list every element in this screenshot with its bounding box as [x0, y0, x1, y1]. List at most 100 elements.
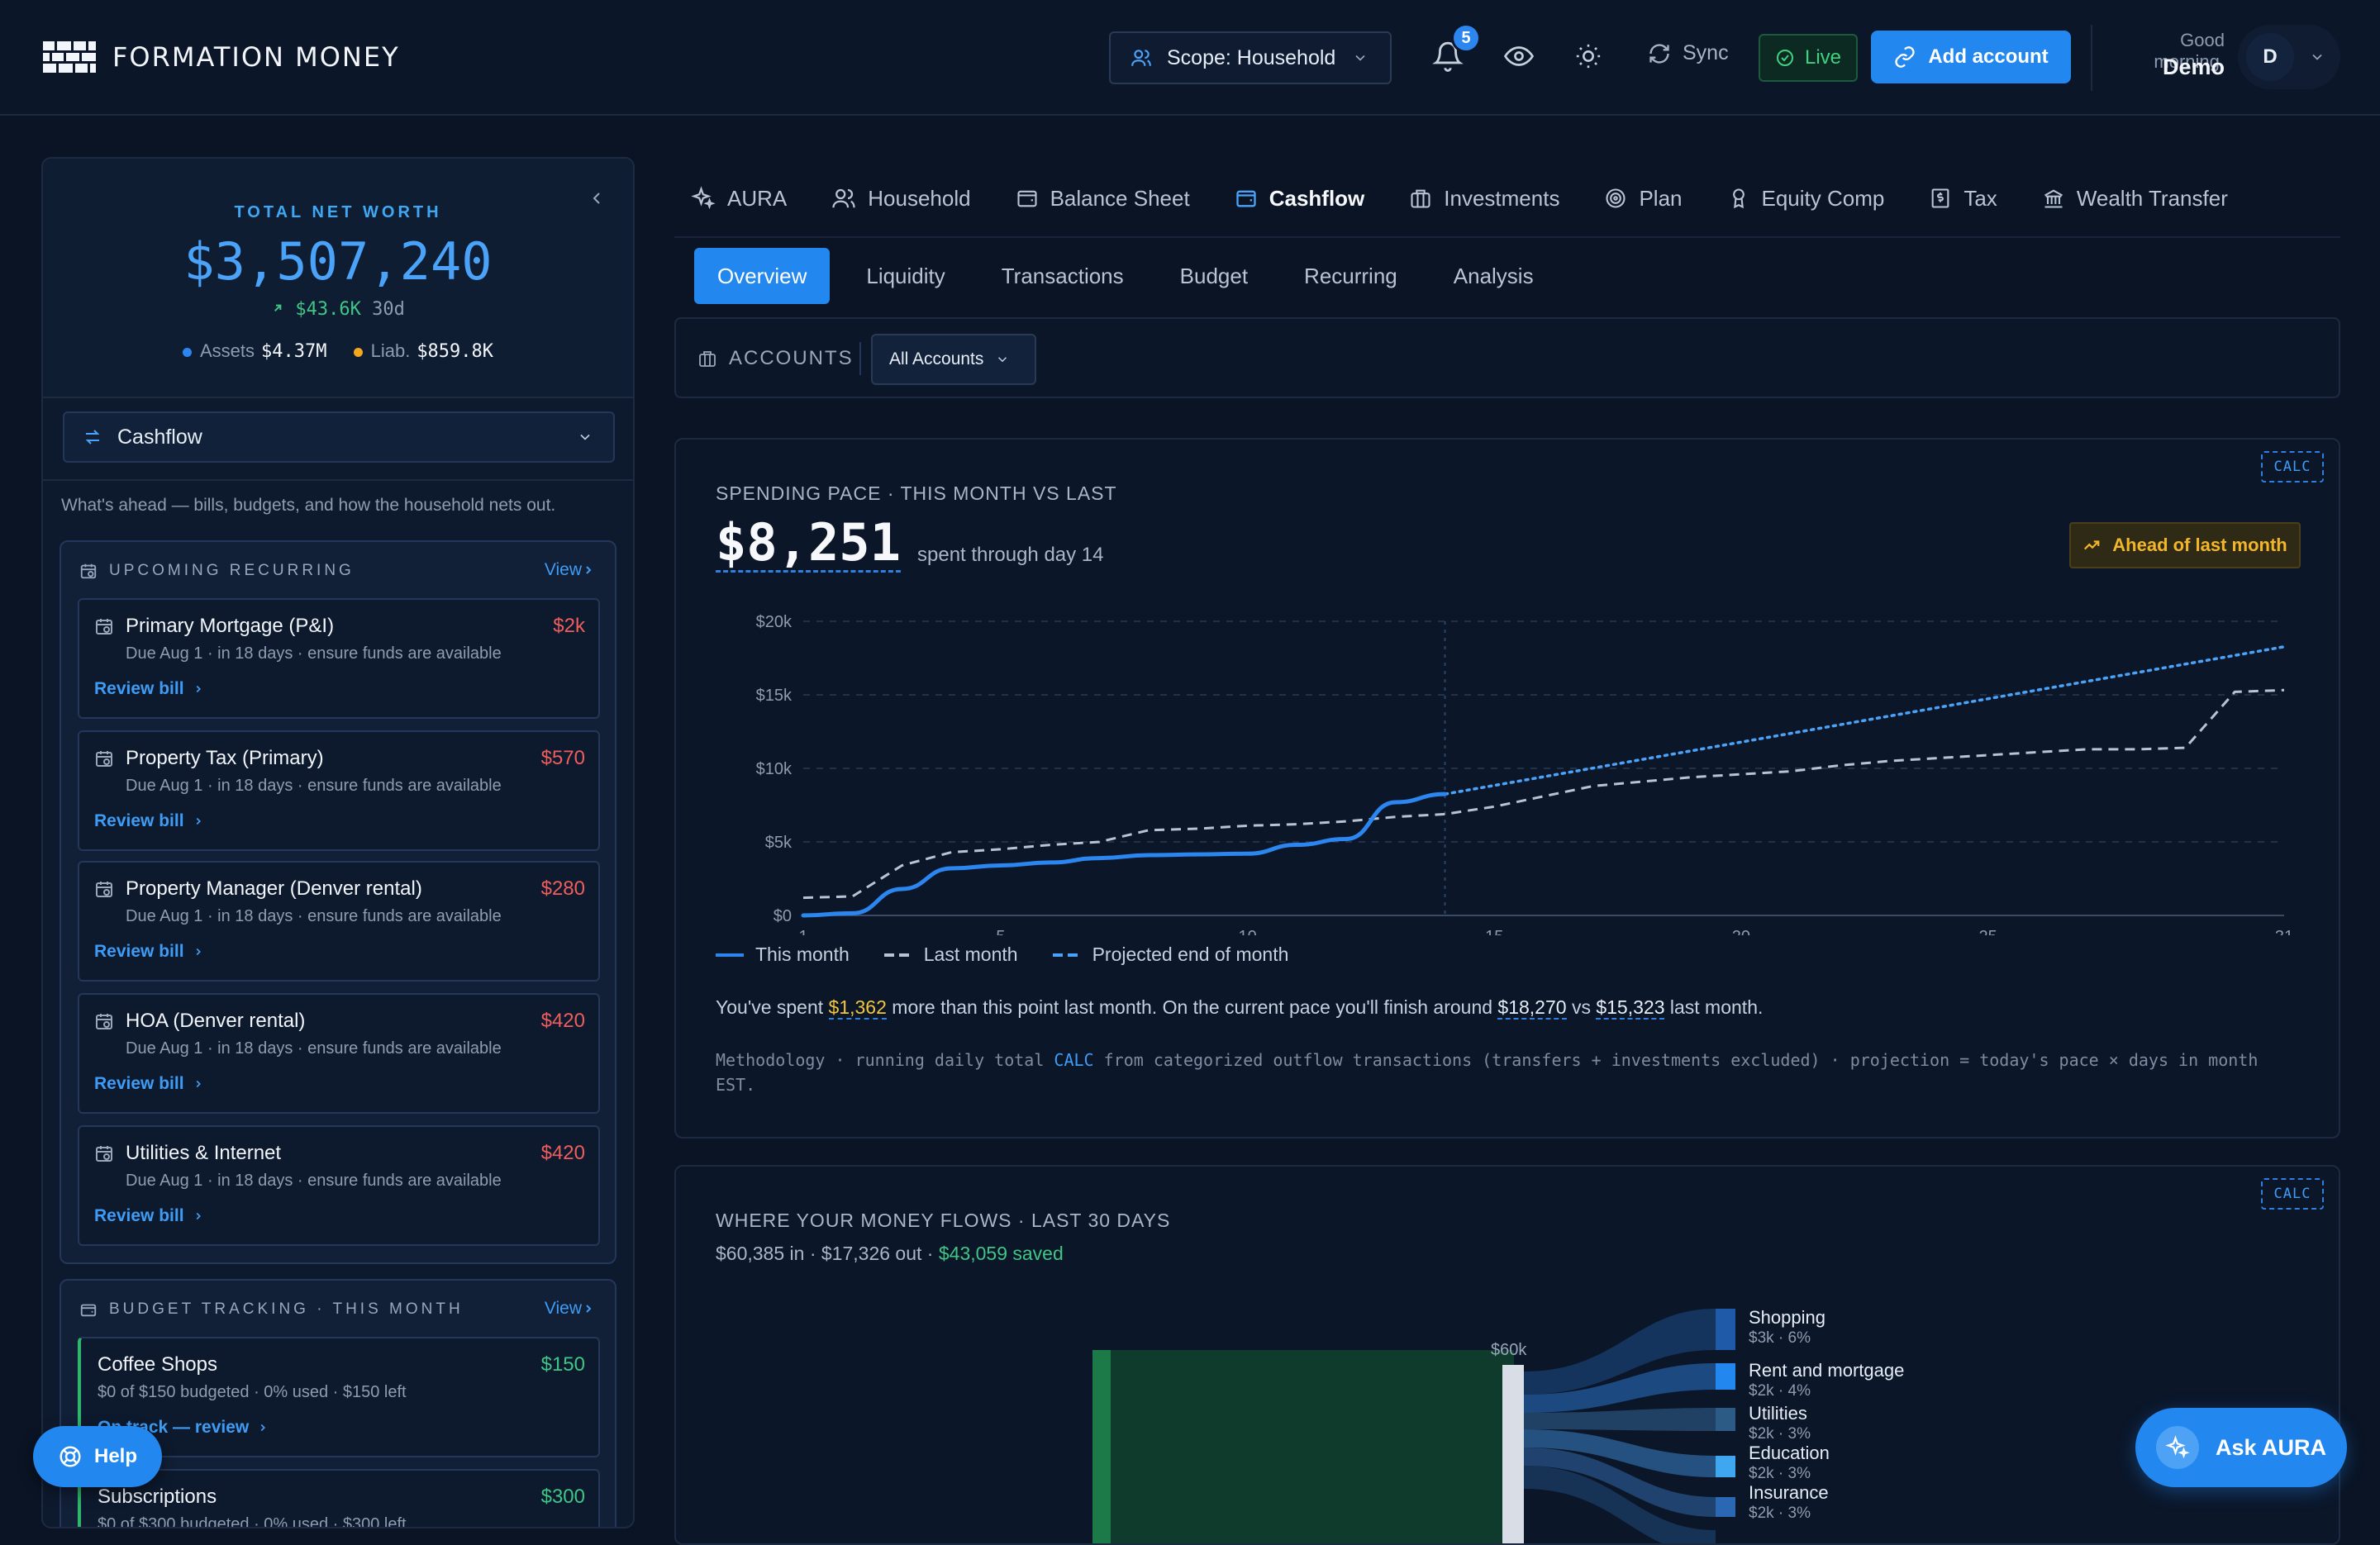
flows-saved: $43,059 saved [938, 1243, 1064, 1264]
brand-name: FORMATION MONEY [112, 41, 400, 73]
review-bill-link[interactable]: Review bill [94, 811, 204, 831]
notification-count-badge: 5 [1451, 23, 1481, 53]
review-bill-label: Review bill [94, 1206, 184, 1225]
privacy-toggle-button[interactable] [1501, 38, 1537, 74]
tab-plan[interactable]: Plan [1604, 186, 1683, 212]
section-selector-label: Cashflow [117, 425, 202, 449]
notifications-button[interactable] [1430, 38, 1466, 74]
budget-item[interactable]: Coffee Shops $150 $0 of $150 budgeted · … [78, 1337, 600, 1457]
review-bill-link[interactable]: Review bill [94, 942, 204, 962]
main-navigation: AURA Household Balance Sheet Cashflow In… [691, 180, 2273, 216]
live-status-badge: Live [1759, 34, 1858, 82]
recurring-item-name: Property Tax (Primary) [126, 747, 324, 769]
review-bill-link[interactable]: Review bill [94, 679, 204, 699]
tab-investments[interactable]: Investments [1409, 186, 1559, 212]
sankey-node-rent[interactable] [1716, 1363, 1735, 1390]
review-bill-link[interactable]: Review bill [94, 1074, 204, 1094]
recurring-item-amount: $420 [540, 1010, 585, 1032]
recurring-item-amount: $280 [540, 877, 585, 900]
sync-label: Sync [1683, 41, 1729, 64]
summary-projected[interactable]: $18,270 [1497, 996, 1567, 1020]
help-button[interactable]: Help [33, 1426, 162, 1487]
sankey-node-insurance[interactable] [1716, 1497, 1735, 1517]
subtab-budget[interactable]: Budget [1179, 263, 1249, 288]
assets-dot [182, 347, 192, 357]
tab-aura[interactable]: AURA [691, 186, 787, 212]
chevron-right-icon [196, 948, 201, 956]
tab-household[interactable]: Household [831, 186, 971, 212]
sankey-label-insurance: Insurance $2k · 3% [1749, 1482, 1829, 1523]
sankey-total-node[interactable] [1502, 1365, 1524, 1545]
sankey-income-node[interactable] [1092, 1350, 1111, 1545]
methodology-text: from categorized outflow transactions (t… [716, 1050, 2259, 1095]
trending-up-icon [2084, 540, 2100, 550]
summary-last-month[interactable]: $15,323 [1596, 996, 1665, 1020]
ask-aura-button[interactable]: Ask AURA [2135, 1408, 2347, 1487]
subtab-liquidity[interactable]: Liquidity [866, 263, 945, 288]
recurring-item[interactable]: Primary Mortgage (P&I) $2k Due Aug 1 · i… [78, 598, 600, 719]
calc-badge[interactable]: CALC [2261, 451, 2324, 483]
recurring-item-name: Utilities & Internet [126, 1142, 282, 1164]
top-header: FORMATION MONEY Scope: Household 5 Sync … [0, 0, 2380, 116]
avatar[interactable]: D [2246, 33, 2294, 81]
sync-button[interactable]: Sync [1648, 41, 1729, 65]
budget-item-detail: $0 of $150 budgeted · 0% used · $150 lef… [98, 1383, 407, 1401]
money-flows-sankey: $60k [1092, 1309, 1735, 1545]
add-account-button[interactable]: Add account [1871, 31, 2071, 83]
pace-summary: You've spent $1,362 more than this point… [716, 996, 1763, 1020]
sankey-node-utilities[interactable] [1716, 1408, 1735, 1431]
section-description: What's ahead — bills, budgets, and how t… [61, 496, 556, 515]
summary-text: You've spent [716, 996, 829, 1018]
tab-balance-sheet[interactable]: Balance Sheet [1016, 186, 1190, 212]
money-flows-subtitle: $60,385 in · $17,326 out · $43,059 saved [716, 1243, 1064, 1264]
budget-item-amount: $150 [540, 1353, 585, 1376]
budget-item[interactable]: Subscriptions $300 $0 of $300 budgeted ·… [78, 1469, 600, 1527]
sankey-node-shopping[interactable] [1716, 1309, 1735, 1350]
chevron-right-icon [196, 817, 201, 825]
recurring-item[interactable]: Utilities & Internet $420 Due Aug 1 · in… [78, 1125, 600, 1246]
upcoming-view-link[interactable]: View [545, 560, 595, 580]
x-tick-label: 10 [1238, 928, 1256, 935]
spending-amount[interactable]: $8,251 [716, 512, 901, 573]
calendar-clock-icon [96, 1146, 112, 1162]
sankey-node-education[interactable] [1716, 1456, 1735, 1477]
recurring-item[interactable]: Property Tax (Primary) $570 Due Aug 1 · … [78, 730, 600, 851]
tab-tax-label: Tax [1963, 185, 1997, 211]
tab-wealth-transfer[interactable]: Wealth Transfer [2042, 186, 2228, 212]
category-value: $3k · 6% [1749, 1329, 1811, 1347]
subtab-transactions[interactable]: Transactions [1001, 263, 1124, 288]
section-selector[interactable]: Cashflow [63, 411, 615, 463]
subtab-overview[interactable]: Overview [694, 248, 831, 304]
summary-difference[interactable]: $1,362 [828, 996, 887, 1020]
recurring-item[interactable]: Property Manager (Denver rental) $280 Du… [78, 861, 600, 982]
sub-navigation: Overview Liquidity Transactions Budget R… [694, 248, 1562, 304]
accounts-label: ACCOUNTS [697, 347, 854, 370]
budget-view-link[interactable]: View [545, 1299, 595, 1319]
calc-badge[interactable]: CALC [2261, 1178, 2324, 1210]
spending-pace-title: SPENDING PACE · THIS MONTH VS LAST [716, 483, 1117, 504]
sankey-label-shopping: Shopping $3k · 6% [1749, 1307, 1825, 1348]
sankey-flow-rent [1524, 1363, 1716, 1413]
accounts-select[interactable]: All Accounts [871, 334, 1036, 385]
tab-equity-comp[interactable]: Equity Comp [1727, 186, 1884, 212]
subtab-recurring[interactable]: Recurring [1304, 263, 1397, 288]
money-flows-title: WHERE YOUR MONEY FLOWS · LAST 30 DAYS [716, 1210, 1171, 1231]
theme-toggle-button[interactable] [1570, 38, 1606, 74]
tab-cashflow[interactable]: Cashflow [1235, 186, 1364, 212]
recurring-item[interactable]: HOA (Denver rental) $420 Due Aug 1 · in … [78, 993, 600, 1114]
legend-this-month-label: This month [755, 944, 850, 965]
recurring-item-amount: $2k [553, 615, 585, 637]
tab-investments-label: Investments [1444, 185, 1560, 211]
methodology-calc-tag[interactable]: CALC [1054, 1050, 1094, 1070]
subtab-analysis[interactable]: Analysis [1453, 263, 1534, 288]
chart-legend: This month Last month Projected end of m… [716, 944, 1323, 966]
chevron-right-icon [196, 685, 201, 693]
sankey-flow-education [1524, 1429, 1716, 1477]
scope-selector[interactable]: Scope: Household [1109, 31, 1392, 84]
review-bill-link[interactable]: Review bill [94, 1206, 204, 1226]
sankey-flow-shopping [1524, 1309, 1716, 1395]
pace-status-label: Ahead of last month [2112, 535, 2287, 555]
recurring-item-detail: Due Aug 1 · in 18 days · ensure funds ar… [126, 1039, 502, 1058]
tab-tax[interactable]: Tax [1929, 186, 1997, 212]
collapse-sidebar-icon[interactable] [587, 188, 607, 208]
